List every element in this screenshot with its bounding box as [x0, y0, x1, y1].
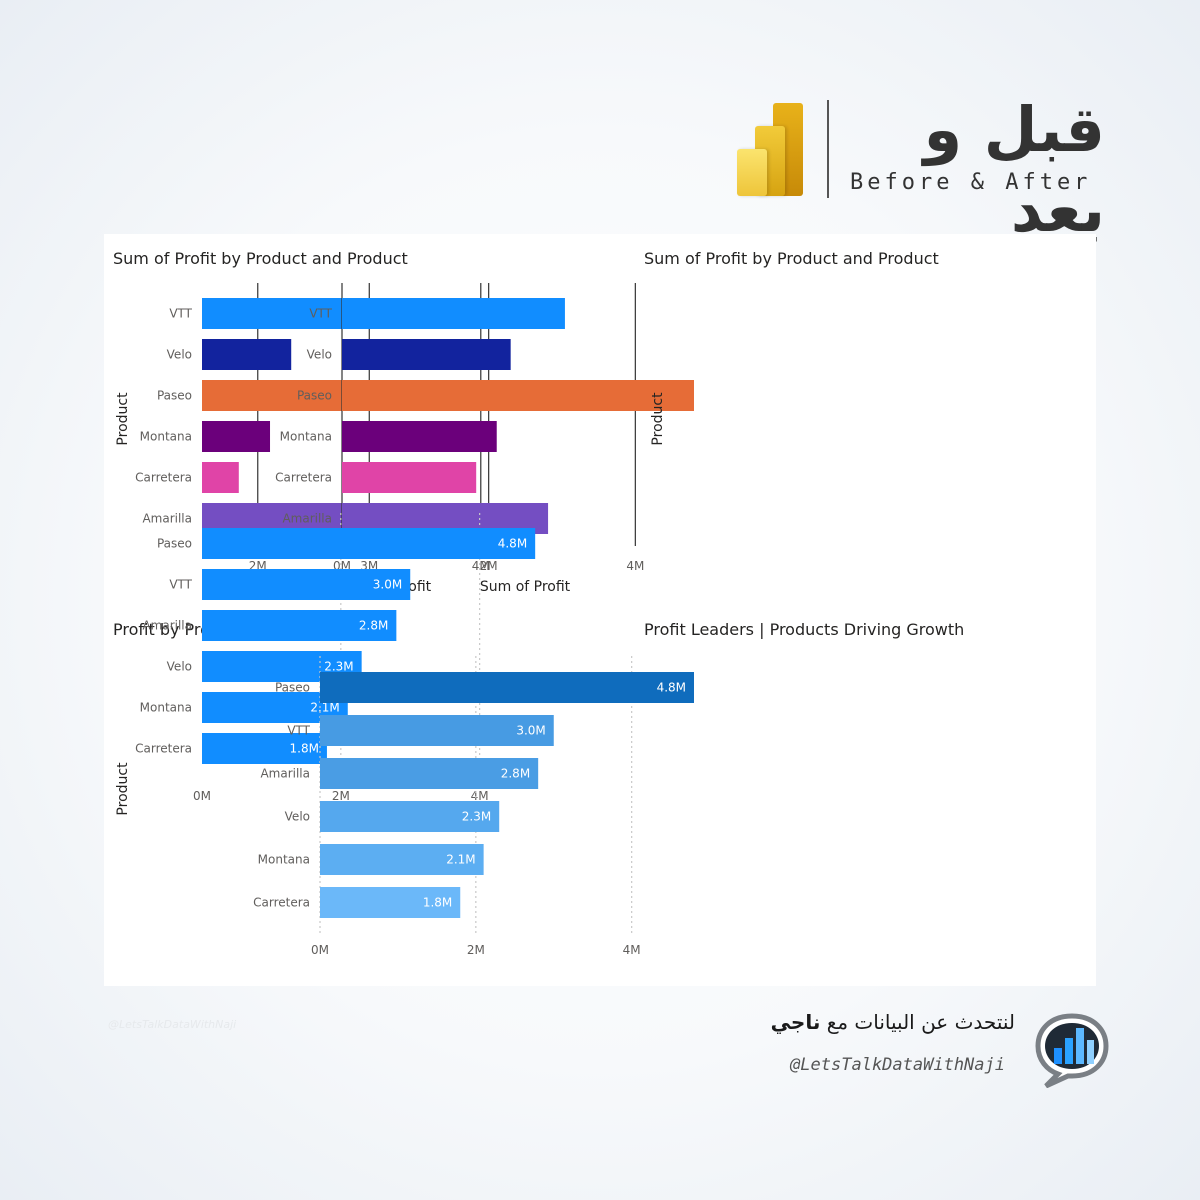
bar — [202, 462, 239, 493]
bar — [320, 801, 500, 832]
footer-tagline: لنتحدث عن البيانات مع ناجي — [740, 1010, 1015, 1034]
category-label: Amarilla — [282, 512, 332, 526]
x-tick-label: 0M — [311, 943, 329, 957]
x-tick-label: 2M — [467, 943, 485, 957]
data-label: 2.8M — [359, 619, 388, 633]
footer-tagline-text: لنتحدث عن البيانات مع — [820, 1010, 1015, 1034]
category-label: Montana — [258, 853, 310, 867]
category-label: Velo — [285, 810, 310, 824]
bar — [320, 887, 461, 918]
category-label: Velo — [167, 660, 192, 674]
chart-after-top: 0M 2M 4MVTTVeloPaseoMontanaCarreteraAmaril… — [275, 283, 694, 595]
category-label: Paseo — [157, 537, 192, 551]
bar — [202, 610, 397, 641]
header-title-english: Before & After — [850, 170, 1092, 195]
header-title-arabic: قبل و بعد — [923, 93, 1105, 246]
category-label: Velo — [167, 348, 192, 362]
category-label: Paseo — [157, 389, 192, 403]
category-label: Carretera — [275, 471, 332, 485]
x-tick-label: 4M — [623, 943, 641, 957]
category-label: Amarilla — [260, 767, 310, 781]
data-label: 2.3M — [462, 810, 491, 824]
data-label: 1.8M — [290, 742, 319, 756]
bar — [342, 380, 694, 411]
bar — [202, 339, 292, 370]
bar — [202, 528, 536, 559]
category-label: VTT — [287, 724, 310, 738]
data-label: 4.8M — [498, 537, 527, 551]
x-tick-label: 4M — [471, 789, 489, 803]
x-tick-label: 2M — [480, 559, 498, 573]
chat-bar-chart-logo-icon — [1035, 1013, 1109, 1088]
chart-after-bottom: 0M 2M 4M Paseo 4.8M VTT 3.0M Amarilla 2.8M Velo 2.… — [253, 656, 694, 957]
data-label: 1.8M — [423, 896, 452, 910]
category-label: VTT — [309, 307, 332, 321]
chart-title-after-bottom: Profit Leaders | Products Driving Growth — [644, 620, 965, 639]
y-axis-title: Product — [115, 392, 131, 446]
watermark: @LetsTalkDataWithNaji — [108, 1018, 237, 1031]
category-label: Montana — [140, 430, 192, 444]
charts-panel: Sum of Profit by Product and Product 2M 3… — [104, 234, 1096, 986]
bar — [342, 462, 477, 493]
bar — [342, 298, 565, 329]
data-label: 3.0M — [373, 578, 402, 592]
x-axis-title: Sum of Profit — [480, 579, 571, 595]
x-tick-label: 4M — [626, 559, 644, 573]
data-label: 2.1M — [446, 853, 475, 867]
data-label: 4.8M — [657, 681, 686, 695]
bar — [320, 844, 484, 875]
power-bi-logo-icon — [735, 103, 807, 196]
category-label: Paseo — [297, 389, 332, 403]
x-tick-label: 2M — [332, 789, 350, 803]
data-label: 2.3M — [324, 660, 353, 674]
footer-tagline-name: ناجي — [770, 1010, 821, 1034]
category-label: Carretera — [135, 471, 192, 485]
category-label: Montana — [140, 701, 192, 715]
x-tick-label: 4M — [472, 559, 490, 573]
category-label: Carretera — [135, 742, 192, 756]
bar — [320, 758, 539, 789]
bar — [202, 569, 411, 600]
chart-title-after-top: Sum of Profit by Product and Product — [644, 249, 939, 268]
data-label: 2.8M — [501, 767, 530, 781]
bar — [202, 733, 327, 764]
category-label: Amarilla — [142, 512, 192, 526]
category-label: Carretera — [253, 896, 310, 910]
header: قبل و بعد Before & After — [0, 0, 1200, 246]
bar — [320, 672, 694, 703]
header-divider — [827, 100, 829, 198]
category-label: Montana — [280, 430, 332, 444]
bar — [202, 421, 271, 452]
bar — [320, 715, 554, 746]
y-axis-title: Product — [115, 762, 131, 816]
category-label: Amarilla — [142, 619, 192, 633]
x-tick-label: 0M — [193, 789, 211, 803]
category-label: VTT — [169, 578, 192, 592]
data-label: 3.0M — [516, 724, 545, 738]
data-label: 2.1M — [310, 701, 339, 715]
bar — [342, 421, 497, 452]
category-label: Velo — [307, 348, 332, 362]
y-axis-title: Product — [650, 392, 666, 446]
category-label: VTT — [169, 307, 192, 321]
category-label: Paseo — [275, 681, 310, 695]
footer-handle: @LetsTalkDataWithNaji — [790, 1055, 1005, 1075]
chart-title-before-top: Sum of Profit by Product and Product — [113, 249, 408, 268]
bar — [342, 339, 511, 370]
